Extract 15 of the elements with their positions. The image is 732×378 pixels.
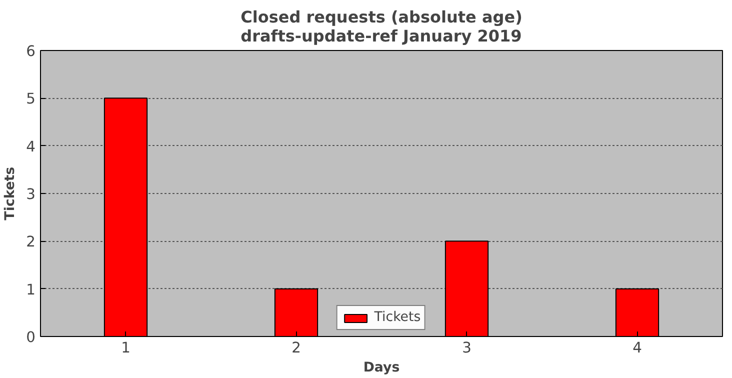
x-tick-label: 2	[292, 340, 301, 356]
y-tick-label: 3	[26, 186, 36, 203]
y-tick-label: 5	[26, 90, 36, 108]
y-tick-label: 4	[26, 138, 36, 156]
x-axis-title: Days	[363, 360, 400, 376]
y-axis-title: Tickets	[3, 166, 18, 220]
y-tick-label: 0	[26, 329, 36, 346]
legend-label: Tickets	[374, 310, 421, 325]
x-tick-label: 3	[462, 340, 472, 356]
chart-title: Closed requests (absolute age) drafts-update-ref January 2019	[240, 8, 522, 46]
x-tick-label: 4	[632, 340, 642, 356]
x-tick-label: 1	[121, 340, 130, 356]
y-tick-label: 1	[26, 281, 36, 298]
y-tick-label: 6	[26, 43, 36, 60]
y-tick-label: 2	[26, 234, 36, 251]
